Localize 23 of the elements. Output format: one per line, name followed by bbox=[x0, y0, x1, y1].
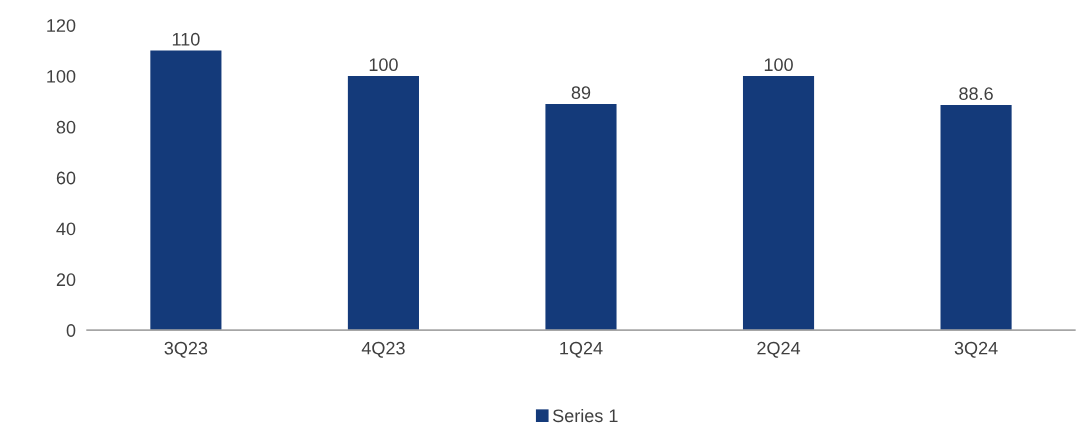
data-label: 100 bbox=[764, 58, 793, 72]
y-tick-label: 120 bbox=[47, 19, 76, 32]
x-tick-label: 1Q24 bbox=[560, 341, 603, 358]
x-tick-label: 3Q24 bbox=[954, 341, 998, 358]
bar bbox=[940, 105, 1012, 331]
bar bbox=[742, 76, 815, 331]
data-label: 88.6 bbox=[959, 87, 993, 101]
legend-label: Series 1 bbox=[553, 408, 618, 423]
bar bbox=[347, 76, 419, 331]
bar bbox=[545, 103, 617, 331]
data-label: 100 bbox=[369, 58, 398, 72]
x-tick-label: 3Q23 bbox=[164, 341, 208, 358]
x-tick-label: 4Q23 bbox=[361, 341, 405, 358]
y-tick-label: 0 bbox=[66, 324, 76, 337]
x-tick-label: 2Q24 bbox=[757, 341, 801, 358]
data-label: 110 bbox=[172, 32, 200, 46]
bar bbox=[150, 50, 222, 331]
y-tick-label: 20 bbox=[56, 273, 76, 287]
y-tick-label: 80 bbox=[56, 120, 76, 134]
y-tick-label: 40 bbox=[56, 222, 76, 236]
y-tick-label: 100 bbox=[47, 69, 76, 83]
y-tick-label: 60 bbox=[56, 171, 76, 185]
data-label: 89 bbox=[571, 86, 591, 100]
